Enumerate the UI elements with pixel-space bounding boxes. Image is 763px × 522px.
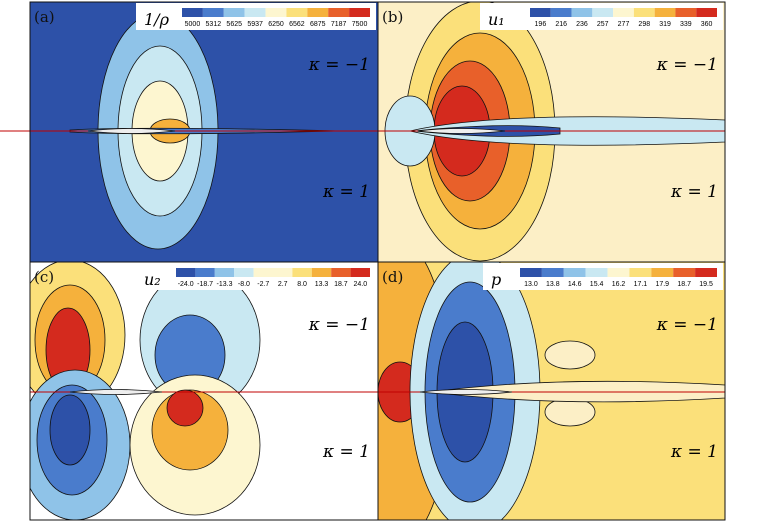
colorbar-swatch xyxy=(202,8,224,17)
colorbar-tick-label: 19.5 xyxy=(699,281,713,288)
panel-label: (d) xyxy=(382,268,403,286)
colorbar-tick-label: 17.1 xyxy=(634,281,648,288)
colorbar-tick-label: -8.0 xyxy=(238,281,250,288)
colorbar-tick-label: 13.0 xyxy=(524,281,538,288)
colorbar-tick-label: 13.8 xyxy=(546,281,560,288)
kappa-label: κ = 1 xyxy=(670,442,718,462)
colorbar-tick-label: 319 xyxy=(659,21,671,28)
colorbar-swatch xyxy=(550,8,572,17)
colorbar-tick-label: -13.3 xyxy=(217,281,233,288)
colorbar-swatch xyxy=(651,268,674,277)
kappa-label: κ = 1 xyxy=(322,442,370,462)
colorbar-tick-label: 257 xyxy=(597,21,609,28)
kappa-label: κ = 1 xyxy=(670,182,718,202)
colorbar-swatch xyxy=(696,8,717,17)
colorbar-swatch xyxy=(176,268,196,277)
colorbar-tick-label: 8.0 xyxy=(297,281,307,288)
colorbar-swatch xyxy=(349,8,370,17)
colorbar-tick-label: 6562 xyxy=(289,21,305,28)
kappa-label: κ = 1 xyxy=(322,182,370,202)
colorbar-tick-label: 6875 xyxy=(310,21,326,28)
colorbar-swatch xyxy=(286,8,308,17)
colorbar-swatch xyxy=(311,268,332,277)
colorbar-tick-label: 18.7 xyxy=(334,281,348,288)
colorbar-tick-label: 277 xyxy=(618,21,630,28)
colorbar-swatch xyxy=(654,8,676,17)
colorbar-tick-label: 216 xyxy=(555,21,567,28)
colorbar-swatch xyxy=(234,268,254,277)
kappa-label: κ = −1 xyxy=(656,55,718,75)
colorbar-swatch xyxy=(328,8,350,17)
colorbar-swatch xyxy=(585,268,608,277)
panel-label: (c) xyxy=(34,268,54,286)
colorbar-tick-label: 13.3 xyxy=(315,281,329,288)
panel-a-field xyxy=(30,2,378,262)
colorbar-tick-label: 5937 xyxy=(247,21,263,28)
colorbar-tick-label: -24.0 xyxy=(178,281,194,288)
colorbar-tick-label: 236 xyxy=(576,21,588,28)
colorbar-swatch xyxy=(592,8,614,17)
colorbar-tick-label: 6250 xyxy=(268,21,284,28)
panel-d-field xyxy=(378,262,725,520)
bodies xyxy=(69,128,513,395)
colorbar-swatch xyxy=(563,268,586,277)
colorbar-tick-label: 16.2 xyxy=(612,281,626,288)
colorbar-tick-label: 2.7 xyxy=(278,281,288,288)
colorbar-title: 1/ρ xyxy=(144,10,170,29)
colorbar-swatch xyxy=(214,268,235,277)
colorbar-swatch xyxy=(695,268,717,277)
colorbar-title: u₁ xyxy=(488,10,505,29)
colorbar-swatch xyxy=(530,8,551,17)
colorbar-title: u₂ xyxy=(144,270,161,289)
colorbar-tick-label: 5312 xyxy=(206,21,222,28)
colorbar-tick-label: -18.7 xyxy=(197,281,213,288)
colorbar-swatch xyxy=(265,8,287,17)
colorbar-swatch xyxy=(673,268,696,277)
colorbar-tick-label: 24.0 xyxy=(353,281,367,288)
kappa-label: κ = −1 xyxy=(308,55,370,75)
colorbar-swatch xyxy=(571,8,593,17)
colorbar-swatch xyxy=(292,268,312,277)
colorbar-swatch xyxy=(182,8,203,17)
colorbar-swatch xyxy=(607,268,630,277)
colorbar-tick-label: 7187 xyxy=(331,21,347,28)
colorbar-swatch xyxy=(253,268,273,277)
colorbar-tick-label: 14.6 xyxy=(568,281,582,288)
panel-c-field xyxy=(30,262,378,520)
colorbar-swatch xyxy=(350,268,370,277)
colorbar-swatch xyxy=(633,8,655,17)
colorbar-swatch xyxy=(307,8,329,17)
colorbar-tick-label: 339 xyxy=(680,21,692,28)
colorbar-tick-label: 7500 xyxy=(352,21,368,28)
panel-label: (b) xyxy=(382,8,403,26)
colorbar-tick-label: 5000 xyxy=(185,21,201,28)
colorbar-swatch xyxy=(331,268,351,277)
kappa-label: κ = −1 xyxy=(308,315,370,335)
panel-label: (a) xyxy=(34,8,55,26)
colorbar-swatch xyxy=(675,8,697,17)
colorbar-swatch xyxy=(273,268,293,277)
colorbar-title: p xyxy=(491,270,501,289)
kappa-label: κ = −1 xyxy=(656,315,718,335)
colorbar-tick-label: 17.9 xyxy=(655,281,669,288)
colorbar-tick-label: 298 xyxy=(638,21,650,28)
colorbar-swatch xyxy=(244,8,266,17)
panel-borders xyxy=(29,1,726,521)
colorbar-tick-label: 15.4 xyxy=(590,281,604,288)
colorbar-tick-label: 18.7 xyxy=(677,281,691,288)
colorbar-swatch xyxy=(195,268,215,277)
colorbar-tick-label: 360 xyxy=(701,21,713,28)
colorbar-tick-label: 5625 xyxy=(226,21,242,28)
colorbar-tick-label: 196 xyxy=(535,21,547,28)
colorbar-swatch xyxy=(223,8,245,17)
colorbar-swatch xyxy=(541,268,564,277)
colorbar-swatch xyxy=(520,268,542,277)
colorbar-swatch xyxy=(629,268,652,277)
colorbar-tick-label: -2.7 xyxy=(257,281,269,288)
colorbar-swatch xyxy=(613,8,634,17)
